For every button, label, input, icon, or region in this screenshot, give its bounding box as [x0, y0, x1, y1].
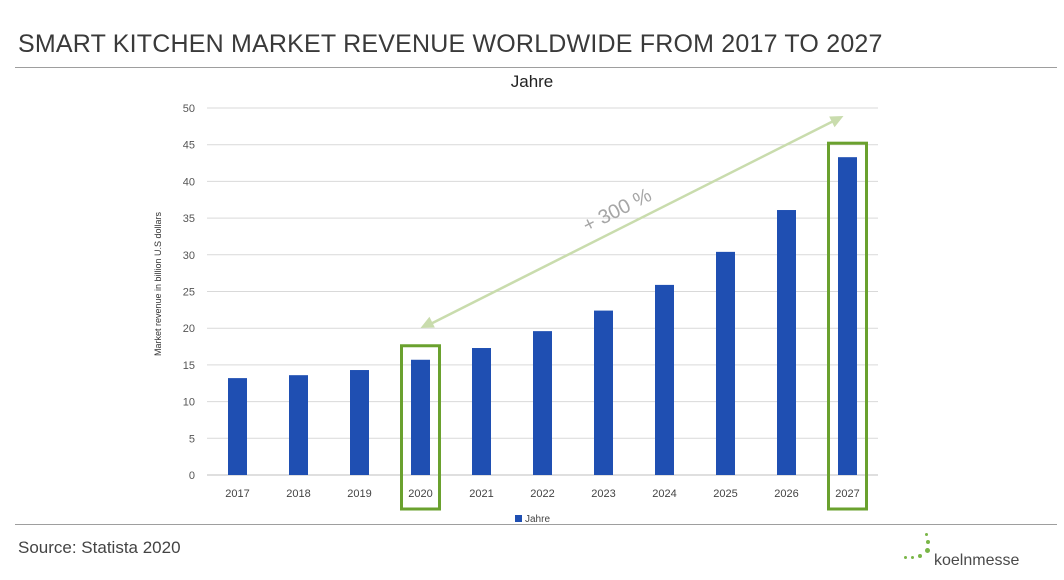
bar — [411, 359, 430, 475]
y-tick-label: 25 — [183, 287, 195, 299]
x-tick-label: 2018 — [286, 488, 310, 500]
y-tick-label: 45 — [183, 140, 195, 152]
y-tick-label: 10 — [183, 397, 195, 409]
bar — [472, 348, 491, 475]
footer-divider — [15, 524, 1057, 525]
bar — [655, 284, 674, 475]
koelnmesse-logo: koelnmesse — [898, 530, 1038, 574]
y-tick-label: 40 — [183, 176, 195, 188]
x-tick-label: 2023 — [591, 488, 615, 500]
x-tick-label: 2022 — [530, 488, 554, 500]
y-tick-label: 0 — [189, 470, 195, 482]
x-tick-label: 2025 — [713, 488, 737, 500]
bar — [594, 310, 613, 475]
x-tick-label: 2021 — [469, 488, 493, 500]
y-tick-label: 30 — [183, 250, 195, 262]
legend-swatch — [515, 515, 522, 522]
x-tick-label: 2027 — [835, 488, 859, 500]
legend-label: Jahre — [525, 514, 550, 525]
x-tick-label: 2024 — [652, 488, 676, 500]
bar — [716, 251, 735, 475]
x-tick-label: 2019 — [347, 488, 371, 500]
bar — [289, 375, 308, 475]
highlight-box — [827, 141, 868, 511]
x-tick-label: 2026 — [774, 488, 798, 500]
logo-text: koelnmesse — [934, 552, 1020, 569]
bar — [350, 370, 369, 475]
source-note: Source: Statista 2020 — [18, 538, 181, 557]
bar — [777, 210, 796, 475]
title-divider — [15, 67, 1057, 68]
y-tick-label: 50 — [183, 103, 195, 115]
slide-title: SMART KITCHEN MARKET REVENUE WORLDWIDE F… — [18, 30, 883, 58]
bar — [533, 331, 552, 475]
y-tick-label: 15 — [183, 360, 195, 372]
bar — [838, 157, 857, 476]
highlight-box — [400, 344, 441, 511]
y-axis-label: Market revenue in billion U.S dollars — [153, 211, 163, 356]
growth-arrow-head-start — [420, 316, 435, 328]
y-tick-label: 5 — [189, 433, 195, 445]
growth-arrow-line — [425, 117, 839, 328]
y-tick-label: 35 — [183, 213, 195, 225]
bar — [228, 378, 247, 475]
growth-arrow-head-end — [829, 116, 844, 128]
x-tick-label: 2020 — [408, 488, 432, 500]
chart-title: Jahre — [511, 72, 554, 91]
y-tick-label: 20 — [183, 323, 195, 335]
x-tick-label: 2017 — [225, 488, 249, 500]
